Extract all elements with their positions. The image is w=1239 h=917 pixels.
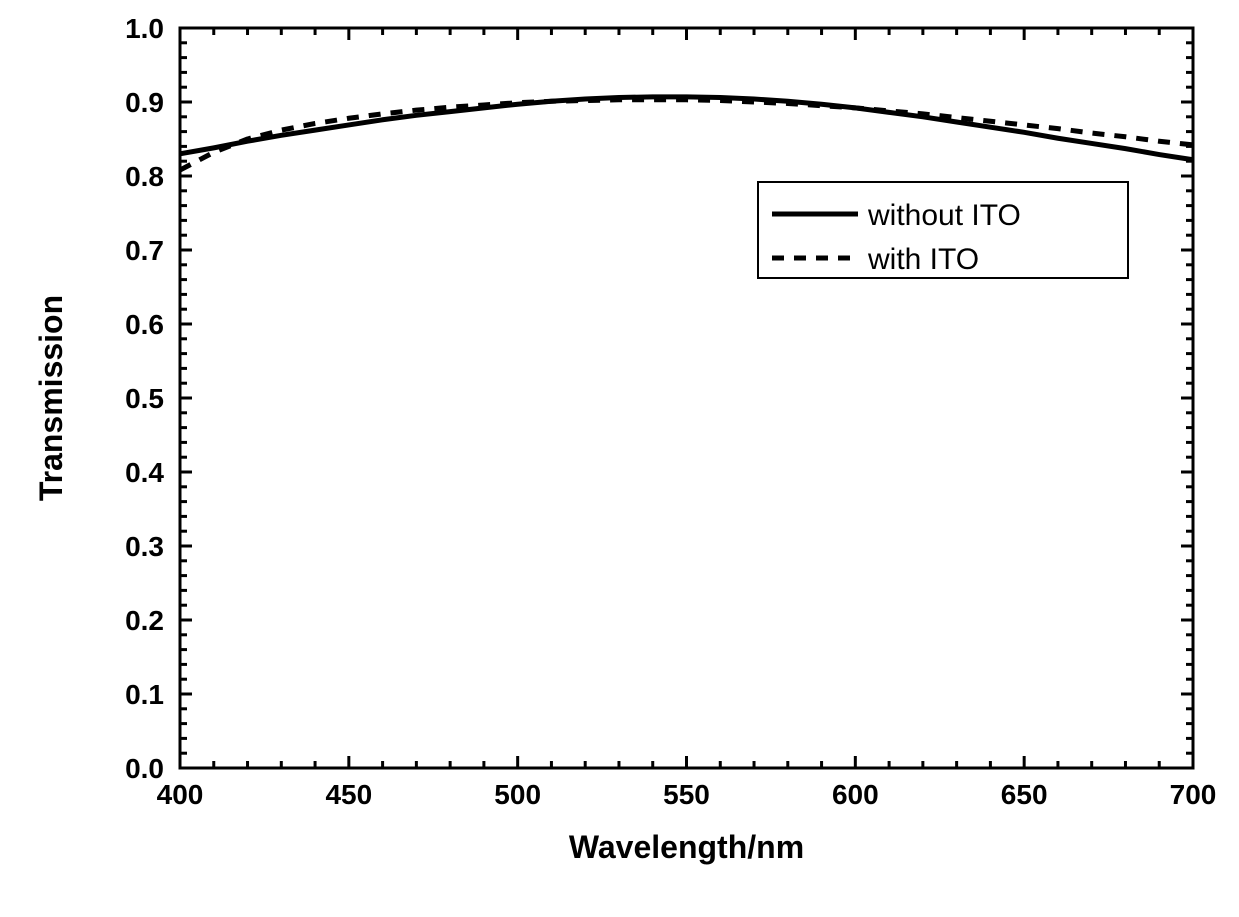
transmission-chart: 4004505005506006507000.00.10.20.30.40.50… [0, 0, 1239, 917]
y-tick-label: 0.6 [125, 309, 164, 340]
legend-item-label: with ITO [867, 243, 979, 276]
x-tick-label: 700 [1170, 779, 1217, 810]
y-tick-label: 0.8 [125, 161, 164, 192]
y-axis-label: Transmission [33, 295, 69, 501]
x-axis-label: Wavelength/nm [569, 829, 804, 865]
y-tick-label: 0.1 [125, 679, 164, 710]
x-tick-label: 550 [663, 779, 710, 810]
x-tick-label: 600 [832, 779, 879, 810]
legend: without ITO with ITO [758, 182, 1128, 278]
y-tick-label: 0.5 [125, 383, 164, 414]
y-tick-label: 0.9 [125, 87, 164, 118]
y-tick-label: 0.2 [125, 605, 164, 636]
x-tick-label: 450 [325, 779, 372, 810]
y-tick-label: 0.7 [125, 235, 164, 266]
y-tick-label: 1.0 [125, 13, 164, 44]
y-tick-label: 0.4 [125, 457, 164, 488]
x-tick-label: 500 [494, 779, 541, 810]
legend-item-label: without ITO [867, 199, 1021, 232]
y-tick-label: 0.0 [125, 753, 164, 784]
x-tick-label: 650 [1001, 779, 1048, 810]
y-tick-label: 0.3 [125, 531, 164, 562]
